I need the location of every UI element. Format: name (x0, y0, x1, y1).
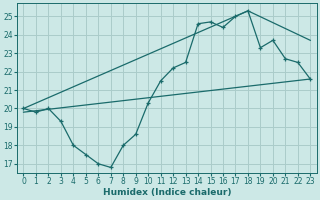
X-axis label: Humidex (Indice chaleur): Humidex (Indice chaleur) (103, 188, 231, 197)
